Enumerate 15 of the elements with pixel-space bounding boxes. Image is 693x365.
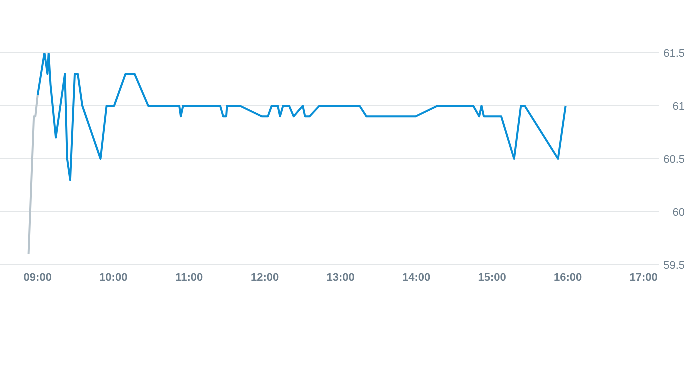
x-tick-label: 14:00 — [402, 272, 431, 284]
y-tick-label: 60.5 — [664, 154, 685, 166]
x-tick-label: 11:00 — [176, 272, 204, 284]
x-tick-label: 17:00 — [630, 272, 658, 284]
x-tick-label: 13:00 — [326, 272, 355, 284]
y-tick-label: 60 — [672, 206, 685, 219]
x-tick-label: 09:00 — [24, 272, 52, 284]
y-tick-label: 59.5 — [664, 260, 685, 272]
x-tick-label: 10:00 — [100, 272, 128, 284]
line-series — [36, 53, 567, 182]
x-tick-label: 16:00 — [554, 272, 582, 284]
y-tick-label: 61.5 — [664, 48, 685, 60]
x-tick-label: 15:00 — [478, 272, 506, 284]
x-tick-label: 12:00 — [251, 272, 280, 284]
y-tick-label: 61 — [672, 100, 685, 113]
